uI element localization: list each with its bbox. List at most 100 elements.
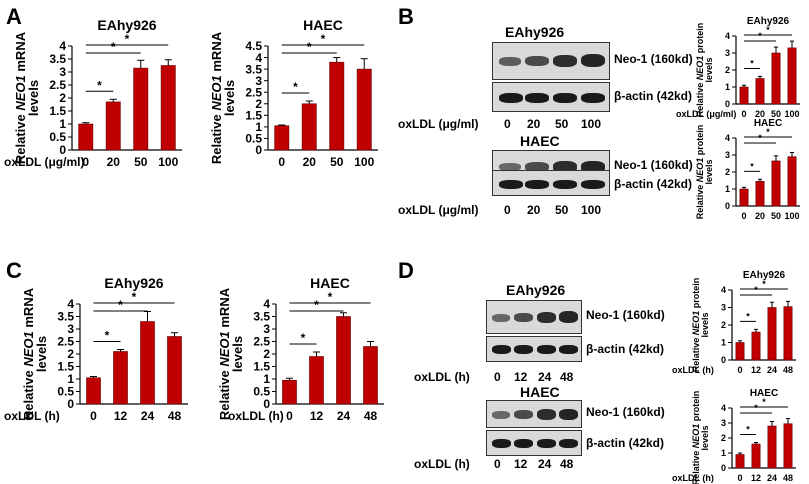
y-axis-label: Relative NEO1 protein (691, 278, 701, 373)
x-tick-label: 100 (784, 211, 799, 221)
significance-star: * (750, 161, 754, 171)
significance-star: * (314, 298, 319, 312)
x-tick-label: 48 (783, 365, 793, 375)
panel-letter-c: C (6, 258, 22, 283)
y-tick-label: 3 (721, 418, 726, 428)
significance-star: * (132, 290, 137, 304)
bar (274, 125, 290, 151)
blot-lane-label: 20 (527, 117, 541, 131)
chart-title: HAEC (750, 388, 778, 399)
x-tick-label: 24 (767, 365, 777, 375)
chart-title: EAhy926 (104, 275, 163, 291)
blot-neo1-eahy926 (486, 300, 582, 334)
x-tick-label: 0 (741, 109, 746, 119)
significance-star: * (754, 285, 758, 295)
x-tick-label: 12 (751, 365, 761, 375)
significance-star: * (328, 290, 333, 304)
y-tick-label: 0 (59, 143, 66, 157)
x-tick-label: 50 (134, 155, 148, 169)
blot-actin-eahy926 (492, 82, 610, 112)
blot-label-actin: β-actin (42kd) (586, 342, 665, 356)
bar (140, 321, 155, 405)
y-tick-label: 4 (255, 51, 262, 65)
blot-label-actin: β-actin (42kd) (614, 89, 693, 103)
bar (739, 86, 749, 105)
y-tick-label: 3.5 (49, 52, 66, 66)
blot-title-eahy926: EAhy926 (505, 24, 565, 40)
bar (282, 379, 297, 405)
significance-star: * (758, 133, 762, 143)
y-axis-label: Relative NEO1 protein (691, 391, 701, 484)
significance-star: * (750, 58, 754, 68)
blot-lane-label: 100 (581, 117, 602, 131)
y-tick-label: 0 (721, 355, 726, 365)
y-tick-label: 2 (725, 65, 730, 75)
x-tick-label: 20 (107, 155, 121, 169)
blot-label-actin: β-actin (42kd) (614, 177, 693, 191)
x-tick-label: 48 (168, 409, 182, 423)
y-tick-label: 0 (725, 201, 730, 211)
y-axis-label: levels (222, 80, 237, 116)
y-tick-label: 1.5 (253, 360, 270, 374)
y-axis-label: levels (700, 312, 710, 337)
bar (767, 425, 777, 469)
y-tick-label: 4 (725, 133, 730, 143)
y-axis-label: Relative NEO1 mRNA (217, 287, 232, 420)
y-tick-label: 0 (67, 397, 74, 411)
bar (78, 123, 94, 151)
y-tick-label: 1 (721, 338, 726, 348)
blot-lane-label: 48 (560, 457, 574, 471)
significance-star: * (307, 40, 312, 54)
y-axis-label: Relative NEO1 mRNA (13, 31, 28, 164)
bar (783, 423, 793, 469)
x-tick-label: 100 (784, 109, 799, 119)
blot-lane-label: 0 (494, 457, 501, 471)
significance-star: * (762, 279, 766, 289)
bar (301, 103, 317, 151)
y-tick-label: 1 (255, 120, 262, 134)
x-tick-label: 24 (337, 409, 351, 423)
y-tick-label: 0 (725, 99, 730, 109)
y-axis-label: Relative NEO1 protein (695, 23, 705, 118)
y-tick-label: 1 (725, 184, 730, 194)
x-tick-label: 20 (303, 155, 317, 169)
bar (735, 342, 745, 361)
blot-lane-label: 24 (538, 457, 552, 471)
y-tick-label: 4.5 (245, 39, 262, 53)
blot-neo1-eahy926 (492, 42, 610, 80)
y-tick-label: 2.5 (49, 78, 66, 92)
x-axis-title: oxLDL (h) (228, 409, 284, 423)
blot-neo1-haec (486, 400, 582, 428)
blot-title-eahy926: EAhy926 (506, 282, 566, 298)
blot-label-neo1: Neo-1 (160kd) (614, 158, 693, 172)
x-tick-label: 20 (755, 211, 765, 221)
panel-letter-a: A (6, 4, 22, 29)
y-tick-label: 4 (721, 403, 726, 413)
x-tick-label: 0 (82, 155, 89, 169)
x-tick-label: 0 (278, 155, 285, 169)
chart-title: HAEC (310, 275, 350, 291)
bar (767, 307, 777, 361)
y-tick-label: 2 (725, 167, 730, 177)
significance-star: * (321, 32, 326, 46)
x-tick-label: 12 (114, 409, 128, 423)
significance-star: * (762, 397, 766, 407)
bar (755, 78, 765, 105)
blot-xtitle: oxLDL (h) (414, 457, 470, 471)
y-tick-label: 1 (721, 448, 726, 458)
blot-lane-label: 0 (494, 370, 501, 384)
bar (329, 61, 345, 151)
panel-letter-b: B (398, 4, 414, 29)
y-tick-label: 2 (67, 347, 74, 361)
blot-lane-label: 12 (514, 457, 528, 471)
y-tick-label: 1 (59, 117, 66, 131)
bar (336, 316, 351, 405)
bar (160, 65, 176, 151)
y-tick-label: 4 (721, 285, 726, 295)
x-tick-label: 50 (771, 211, 781, 221)
y-tick-label: 3.5 (57, 310, 74, 324)
y-tick-label: 3 (59, 65, 66, 79)
significance-star: * (766, 25, 770, 35)
y-tick-label: 0 (263, 397, 270, 411)
x-tick-label: 50 (771, 109, 781, 119)
